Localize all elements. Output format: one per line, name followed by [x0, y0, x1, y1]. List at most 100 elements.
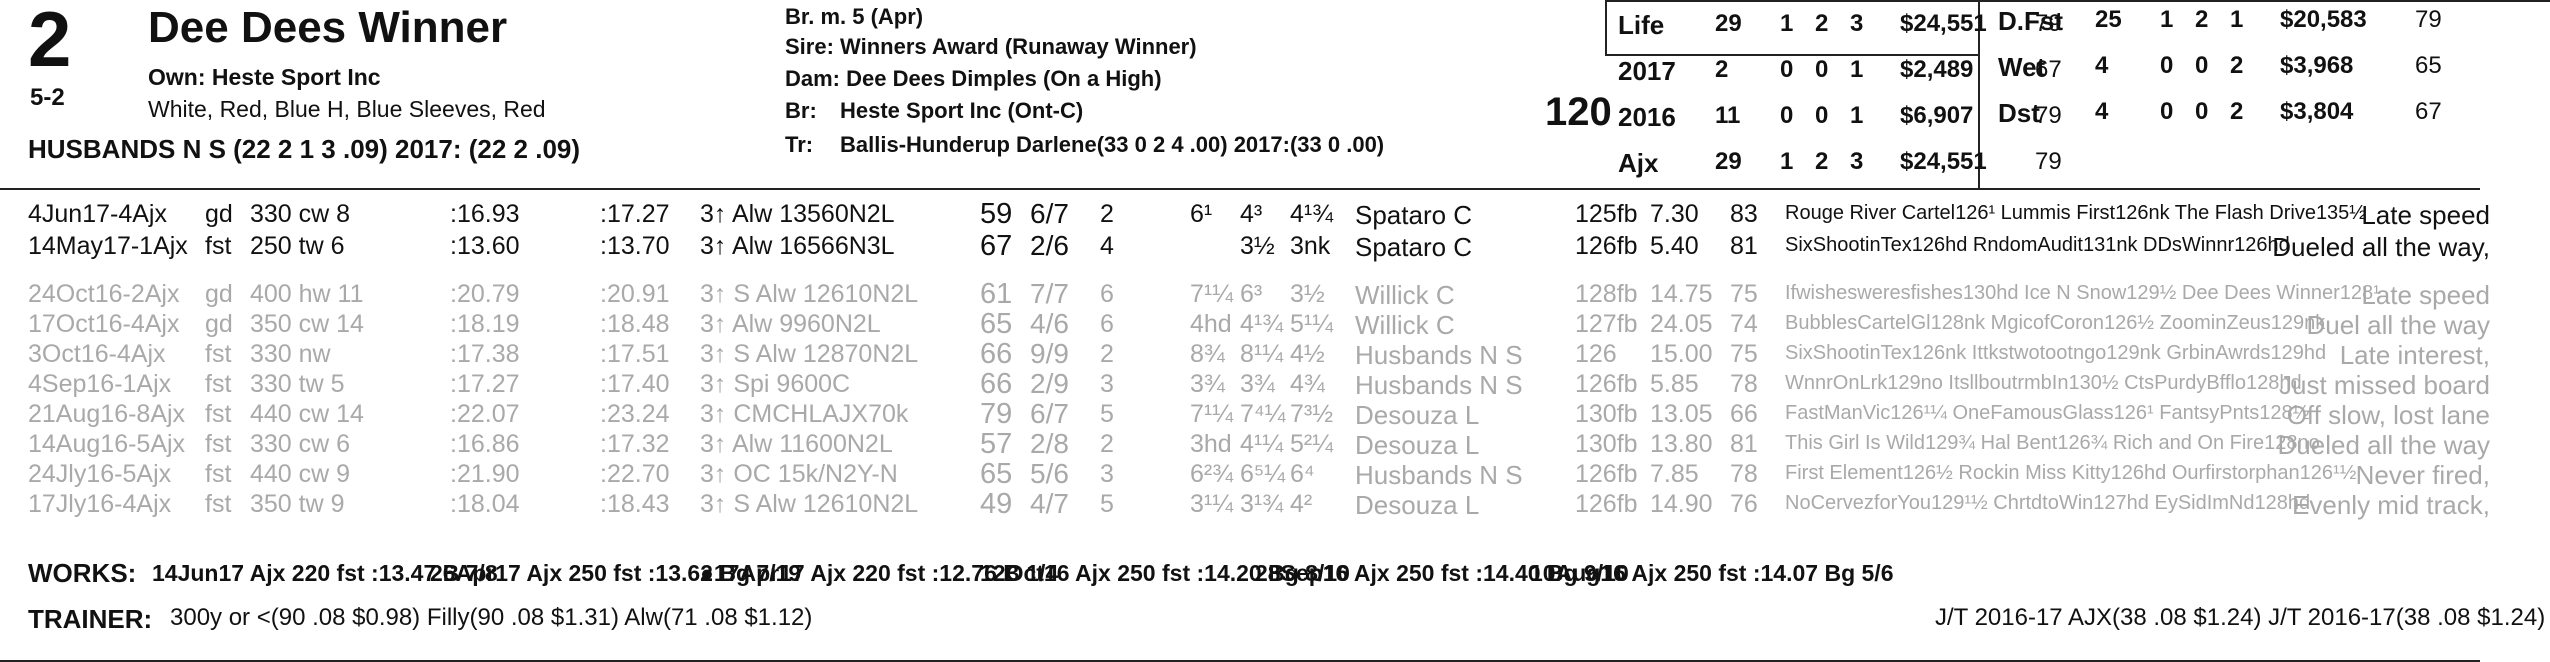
fraction-1: :18.04 — [450, 490, 520, 518]
odds: 14.75 — [1650, 280, 1713, 308]
trainer-stats-label: TRAINER: — [28, 604, 153, 634]
stat-left-starts: 2 — [1715, 56, 1729, 83]
fraction-1: :17.27 — [450, 370, 520, 398]
odds: 13.80 — [1650, 430, 1713, 458]
call-1: 7¹¼ — [1190, 400, 1234, 428]
race-class: 3↑ S Alw 12870N2L — [700, 340, 919, 368]
stat-left-wins: 0 — [1780, 102, 1794, 129]
comment-line: WnnrOnLrk129no ItsllboutrmbIn130½ CtsPur… — [1785, 372, 2302, 394]
race-class: 3↑ Alw 9960N2L — [700, 310, 881, 338]
finish: 5¹¼ — [1290, 310, 1334, 338]
race-line: 3Oct16-4Ajx fst 330 nw:17.38:17.51 3↑ S Alw… — [0, 338, 2550, 376]
stat-right-starts: 4 — [2095, 98, 2109, 125]
jockey: Desouza L — [1355, 400, 1480, 430]
odds: 24.05 — [1650, 310, 1713, 338]
fraction-1: :18.19 — [450, 310, 520, 338]
post-position: 7/7 — [1030, 278, 1069, 309]
odds: 15.00 — [1650, 340, 1713, 368]
trip-note: Just missed board — [2279, 370, 2490, 400]
weight-equipment: 125fb — [1575, 200, 1638, 228]
sire: Sire: Winners Award (Runaway Winner) — [785, 34, 1197, 59]
trip-note: Late speed — [2361, 200, 2490, 230]
track-condition: fst — [205, 232, 232, 260]
call-2: 6⁵¼ — [1240, 460, 1286, 488]
jockey: Willick C — [1355, 310, 1455, 340]
finish: 7³½ — [1290, 400, 1334, 428]
stat-right-earnings: $20,583 — [2280, 6, 2367, 33]
speed-figure: 65 — [980, 458, 1013, 490]
race-date: 3Oct16-4Ajx — [28, 340, 166, 368]
stat-left-label: 2017 — [1618, 56, 1676, 86]
trainer-label: Tr: — [785, 132, 814, 157]
stat-left-places: 0 — [1815, 102, 1829, 129]
speed-rating: 78 — [1730, 370, 1758, 398]
race-date: 17Jly16-4Ajx — [28, 490, 172, 518]
stat-left-places: 2 — [1815, 10, 1829, 37]
sex-age: Br. m. 5 (Apr) — [785, 4, 924, 29]
track-condition: gd — [205, 200, 233, 228]
speed-rating: 75 — [1730, 280, 1758, 308]
start-position: 5 — [1100, 490, 1114, 518]
fraction-1: :22.07 — [450, 400, 520, 428]
call-1: 6¹ — [1190, 200, 1213, 228]
race-date: 21Aug16-8Ajx — [28, 400, 186, 428]
program-number: 2 — [28, 0, 72, 83]
stat-left-places: 2 — [1815, 148, 1829, 175]
post-position: 4/7 — [1030, 488, 1069, 519]
fraction-1: :21.90 — [450, 460, 520, 488]
speed-rating: 76 — [1730, 490, 1758, 518]
post-position: 2/6 — [1030, 230, 1069, 261]
stat-left-wins: 0 — [1780, 56, 1794, 83]
fraction-2: :17.27 — [600, 200, 670, 228]
horse-name: Dee Dees Winner — [148, 3, 508, 52]
race-class: 3↑ Alw 16566N3L — [700, 232, 895, 260]
call-2: 3¹¾ — [1240, 490, 1284, 518]
post-position: 4/6 — [1030, 308, 1069, 339]
weight-equipment: 126fb — [1575, 370, 1638, 398]
odds: 5.85 — [1650, 370, 1699, 398]
stat-left-earnings: $2,489 — [1900, 56, 1974, 83]
jockey: Husbands N S — [1355, 340, 1523, 370]
finish: 3nk — [1290, 232, 1331, 260]
call-2: 8¹¼ — [1240, 340, 1284, 368]
race-class: 3↑ S Alw 12610N2L — [700, 280, 919, 308]
stat-right-places: 0 — [2195, 52, 2209, 79]
weight-equipment: 130fb — [1575, 400, 1638, 428]
fraction-2: :17.51 — [600, 340, 670, 368]
stat-left-shows: 1 — [1850, 102, 1864, 129]
speed-rating: 81 — [1730, 232, 1758, 260]
start-position: 2 — [1100, 430, 1114, 458]
stat-left-label: 2016 — [1618, 102, 1676, 132]
weight-equipment: 127fb — [1575, 310, 1638, 338]
stat-right-places: 2 — [2195, 6, 2209, 33]
fraction-1: :16.86 — [450, 430, 520, 458]
stat-left-earnings: $6,907 — [1900, 102, 1974, 129]
speed-rating: 75 — [1730, 340, 1758, 368]
work-entry: 10Aug16 Ajx 250 fst :14.07 Bg 5/6 — [1530, 560, 1894, 586]
fraction-2: :13.70 — [600, 232, 670, 260]
call-2: 6³ — [1240, 280, 1263, 308]
stat-right-shows: 1 — [2230, 6, 2244, 33]
speed-figure: 61 — [980, 278, 1013, 310]
speed-figure: 57 — [980, 428, 1013, 460]
stat-right-shows: 2 — [2230, 52, 2244, 79]
weight: 120 — [1545, 90, 1612, 134]
race-date: 4Sep16-1Ajx — [28, 370, 172, 398]
distance: 350 tw 9 — [250, 490, 345, 518]
comment-line: SixShootinTex126nk Ittkstwotootngo129nk … — [1785, 342, 2327, 364]
trip-note: Duel all the way — [2306, 310, 2490, 340]
call-1: 3¾ — [1190, 370, 1225, 398]
comment-line: FastManVic126¹¼ OneFamousGlass126¹ Fants… — [1785, 402, 2310, 424]
speed-rating: 81 — [1730, 430, 1758, 458]
distance: 440 cw 14 — [250, 400, 364, 428]
call-1: 6²¾ — [1190, 460, 1234, 488]
call-2: 4³ — [1240, 200, 1263, 228]
distance: 440 cw 9 — [250, 460, 351, 488]
start-position: 2 — [1100, 340, 1114, 368]
trip-note: Dueled all the way, — [2272, 232, 2490, 262]
stat-right-label: Dst — [1998, 98, 2040, 128]
stat-left-fig: 79 — [2035, 10, 2062, 37]
distance: 400 hw 11 — [250, 280, 364, 308]
speed-figure: 65 — [980, 308, 1013, 340]
call-1: 7¹¼ — [1190, 280, 1234, 308]
